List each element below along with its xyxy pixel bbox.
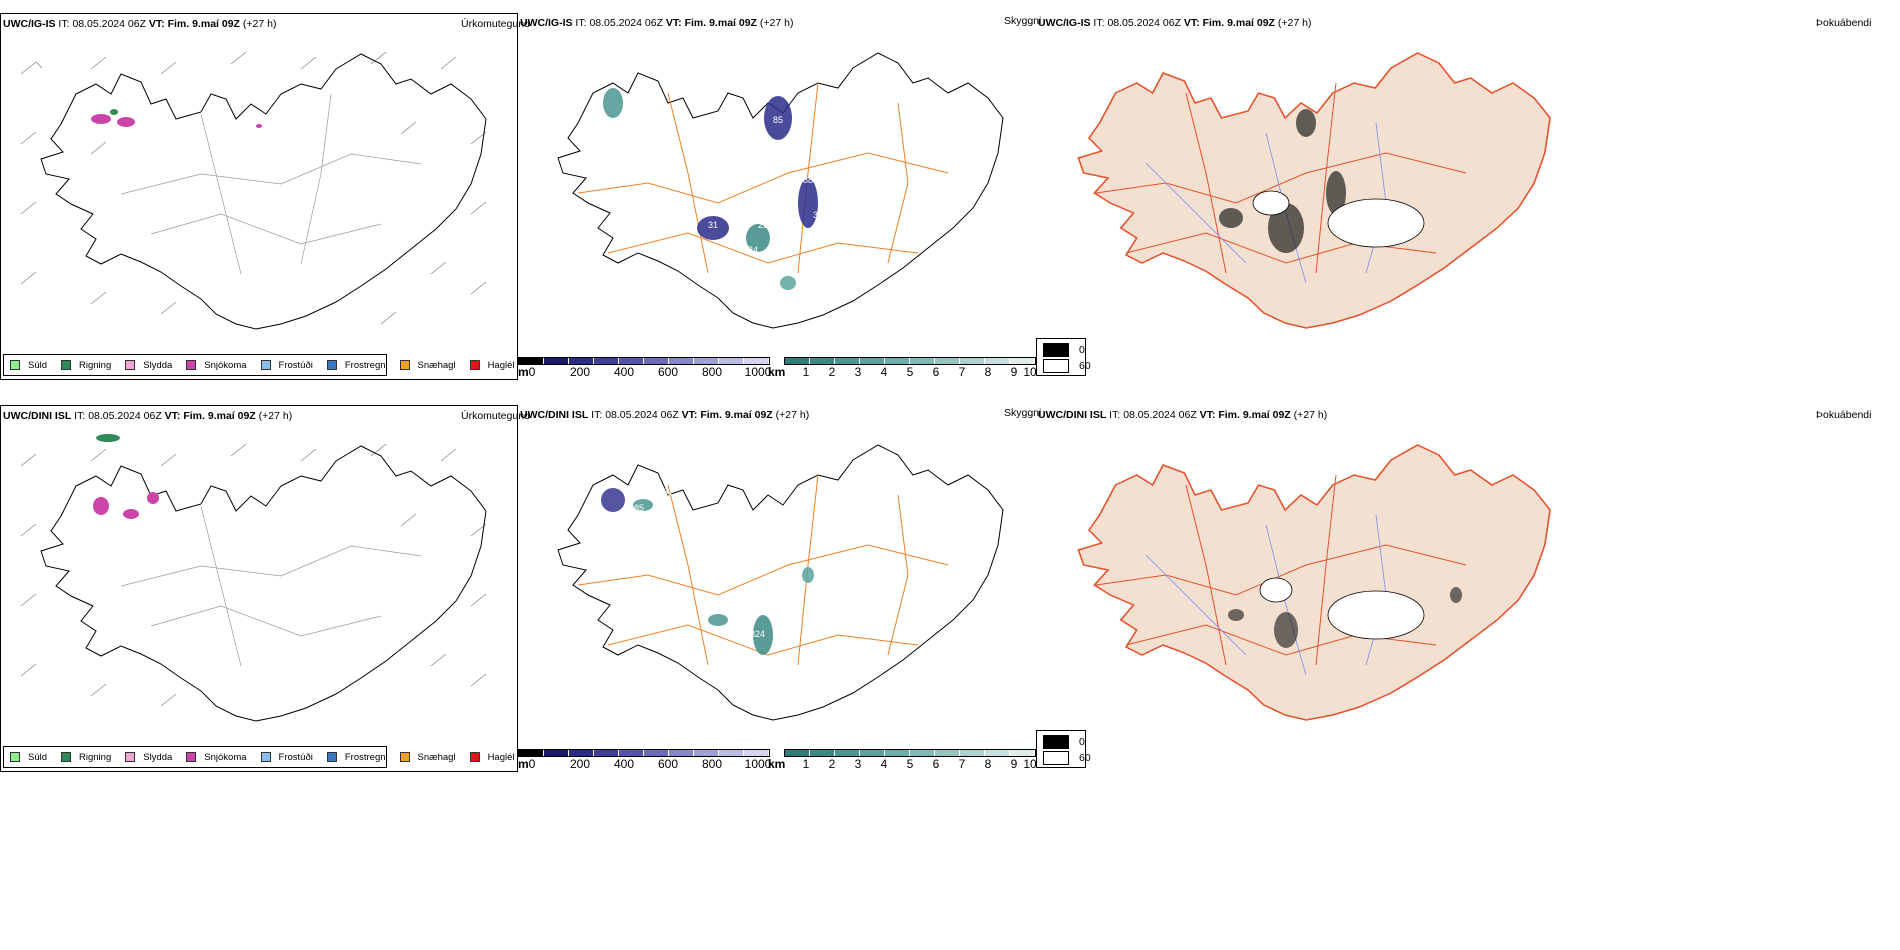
- cloud-scale-ticks: 1 2 3 4 5 6 7 8 9 10: [802, 365, 1037, 379]
- legend-item: Súld: [10, 752, 47, 763]
- legend-item: Snæhagl: [399, 360, 456, 371]
- cloud-patches: [601, 488, 814, 655]
- precip-type-title: Úrkomutegund: [461, 18, 530, 30]
- legend-item: Frostúði: [260, 752, 313, 763]
- legend-item: Slydda: [125, 752, 172, 763]
- iceland-cloud-map: 85 81 324: [557, 444, 1004, 721]
- fog-panel-row1: UWC/IG-IS IT: 08.05.2024 06Z VT: Fim. 9.…: [1036, 13, 1900, 380]
- precip-type-panel-row1: UWC/IG-IS IT: 08.05.2024 06Z VT: Fim. 9.…: [0, 13, 530, 380]
- precip-type-title: Úrkomutegund: [461, 410, 530, 422]
- cloud-scale: 1 2 3 4 5 6 7 8 9 10: [784, 357, 1037, 379]
- cloud-scale-ticks: 1 2 3 4 5 6 7 8 9 10: [802, 757, 1037, 771]
- legend-item: Frostúði: [260, 360, 313, 371]
- cloud-label: 85: [773, 115, 783, 125]
- legend-item: Snæhagl: [399, 752, 456, 763]
- height-scale: 0 200 400 600 800 1000: [518, 749, 772, 771]
- precip-patches: [91, 109, 262, 128]
- cloud-scale: 1 2 3 4 5 6 7 8 9 10: [784, 749, 1037, 771]
- cloud-panel-row1: UWC/IG-IS IT: 08.05.2024 06Z VT: Fim. 9.…: [518, 13, 1041, 380]
- fog-patches: [1228, 587, 1462, 648]
- cloud-value-labels: 85 81 324: [634, 487, 765, 639]
- legend-item: Haglél: [469, 360, 515, 371]
- glaciers: [1252, 190, 1425, 248]
- precip-legend: Súld Rigning Slydda Snjókoma Frostúði Fr…: [3, 746, 515, 768]
- iceland-precip-map: [20, 51, 487, 330]
- cloud-scale-bar: [784, 749, 1036, 757]
- cloud-patches: [603, 88, 818, 290]
- fog-title: Þokuábendi: [1816, 409, 1872, 421]
- height-scale-bar: [518, 749, 770, 757]
- height-scale-ticks: 0 200 400 600 800 1000: [528, 365, 772, 379]
- panel-header: UWC/IG-IS IT: 08.05.2024 06Z VT: Fim. 9.…: [3, 18, 277, 30]
- road-network: [577, 474, 949, 666]
- height-scale: 0 200 400 600 800 1000: [518, 357, 772, 379]
- cloud-label: 10: [728, 210, 738, 220]
- fog-legend: 0 60: [1036, 338, 1091, 376]
- panel-header: UWC/DINI ISL IT: 08.05.2024 06Z VT: Fim.…: [520, 409, 810, 421]
- iceland-fog-map: [1077, 444, 1551, 721]
- cloud-label: 324: [750, 629, 765, 639]
- cloud-scale-bar: [784, 357, 1036, 365]
- cloud-label: 284: [743, 245, 758, 255]
- fog-legend-item: 0: [1043, 735, 1085, 749]
- cloud-title: Skyggni: [1004, 15, 1042, 27]
- cloud-label: 85: [634, 503, 644, 513]
- road-network: [120, 505, 422, 667]
- cloud-value-labels: 85 88 31 10 292 284 63 31: [578, 115, 823, 255]
- fog-panel-row2: UWC/DINI ISL IT: 08.05.2024 06Z VT: Fim.…: [1036, 405, 1900, 772]
- iceland-precip-map: [20, 434, 487, 722]
- precip-legend: Súld Rigning Slydda Snjókoma Frostúði Fr…: [3, 354, 515, 376]
- panel-header: UWC/IG-IS IT: 08.05.2024 06Z VT: Fim. 9.…: [520, 17, 794, 29]
- iceland-fog-map: [1077, 52, 1551, 329]
- legend-item: Snjókoma: [186, 752, 247, 763]
- panel-header: UWC/DINI ISL IT: 08.05.2024 06Z VT: Fim.…: [1038, 409, 1328, 421]
- legend-item: Haglél: [469, 752, 515, 763]
- wind-barbs: [20, 51, 487, 325]
- cloud-title: Skyggni: [1004, 407, 1042, 419]
- fog-legend-item: 0: [1043, 343, 1085, 357]
- cloud-label: 63: [578, 125, 588, 135]
- cloud-panel-row2: UWC/DINI ISL IT: 08.05.2024 06Z VT: Fim.…: [518, 405, 1041, 772]
- fog-legend-item: 60: [1043, 751, 1091, 765]
- cloud-unit: km: [768, 365, 786, 379]
- panel-header: UWC/IG-IS IT: 08.05.2024 06Z VT: Fim. 9.…: [1038, 17, 1312, 29]
- legend-item: Frostregn: [326, 360, 386, 371]
- height-scale-ticks: 0 200 400 600 800 1000: [528, 757, 772, 771]
- panel-header: UWC/DINI ISL IT: 08.05.2024 06Z VT: Fim.…: [3, 410, 293, 422]
- road-network: [577, 82, 949, 274]
- fog-legend-item: 60: [1043, 359, 1091, 373]
- iceland-cloud-map: 85 88 31 10 292 284 63 31: [557, 52, 1004, 329]
- legend-item: Frostregn: [326, 752, 386, 763]
- fog-title: Þokuábendi: [1816, 17, 1872, 29]
- legend-item: Rigning: [61, 360, 111, 371]
- glaciers: [1259, 577, 1425, 640]
- cloud-label: 88: [803, 175, 813, 185]
- cloud-label: 31: [708, 220, 718, 230]
- cloud-unit: km: [768, 757, 786, 771]
- legend-item: Rigning: [61, 752, 111, 763]
- road-network: [120, 93, 422, 275]
- legend-item: Slydda: [125, 360, 172, 371]
- precip-type-panel-row2: UWC/DINI ISL IT: 08.05.2024 06Z VT: Fim.…: [0, 405, 530, 772]
- cloud-label: 81: [663, 487, 673, 497]
- fog-legend: 0 60: [1036, 730, 1091, 768]
- legend-item: Súld: [10, 360, 47, 371]
- height-unit: m: [518, 365, 529, 379]
- precip-patches: [93, 434, 159, 519]
- cloud-label: 292: [758, 220, 773, 230]
- wind-barbs: [20, 443, 487, 707]
- legend-item: Snjókoma: [186, 360, 247, 371]
- cloud-label: 31: [813, 210, 823, 220]
- height-unit: m: [518, 757, 529, 771]
- height-scale-bar: [518, 357, 770, 365]
- fog-patches: [1219, 109, 1346, 253]
